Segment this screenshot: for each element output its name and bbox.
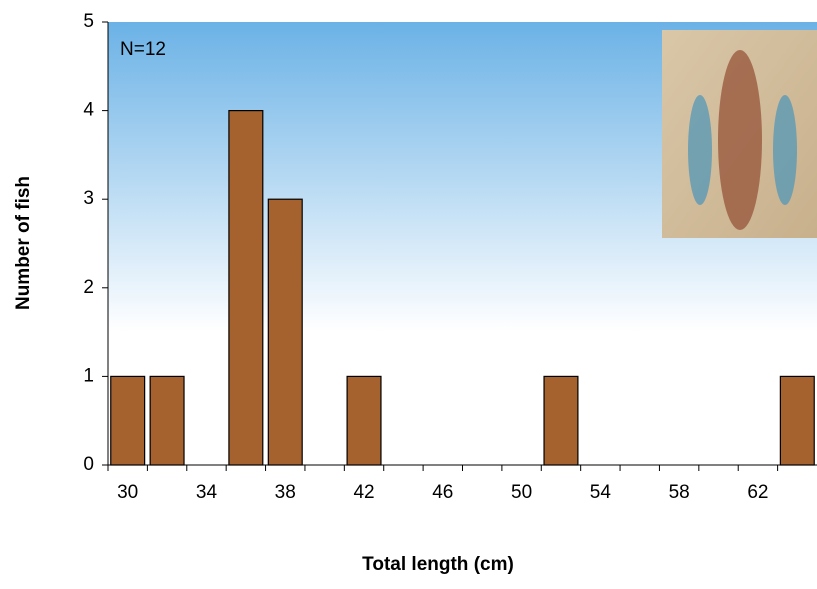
x-tick-label: 42 — [353, 482, 374, 503]
bar — [110, 375, 146, 466]
x-tick-label: 34 — [196, 482, 218, 503]
x-tick-label: 54 — [590, 482, 612, 503]
x-tick-label: 62 — [747, 482, 768, 503]
annotation: N=12 — [120, 39, 166, 60]
bar — [149, 375, 185, 466]
y-tick-label: 3 — [83, 188, 94, 209]
y-tick-label: 1 — [83, 365, 94, 386]
inset-image — [662, 30, 817, 238]
y-axis-label: Number of fish — [13, 176, 34, 310]
bar — [228, 109, 264, 466]
bar — [543, 375, 579, 466]
bar — [346, 375, 382, 466]
bar — [267, 198, 303, 466]
y-tick-label: 4 — [83, 100, 94, 121]
y-tick-label: 2 — [83, 277, 94, 298]
x-tick-label: 58 — [669, 482, 690, 503]
y-tick-label: 0 — [83, 454, 94, 475]
x-tick-label: 38 — [275, 482, 296, 503]
x-tick-label: 30 — [117, 482, 138, 503]
y-tick-label: 5 — [83, 11, 94, 32]
x-tick-label: 50 — [511, 482, 532, 503]
bar — [779, 375, 815, 466]
x-axis-label: Total length (cm) — [362, 554, 514, 575]
x-tick-label: 46 — [432, 482, 453, 503]
